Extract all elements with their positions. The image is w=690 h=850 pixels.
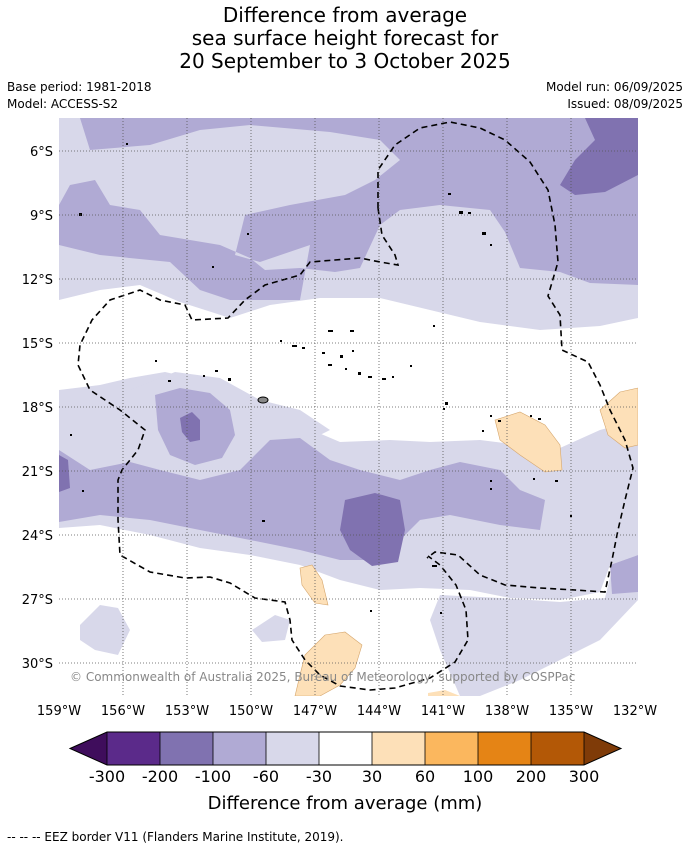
island-tahiti	[257, 396, 269, 404]
colorbar-bin-8	[478, 732, 531, 765]
meta-right: Model run: 06/09/2025 Issued: 08/09/2025	[546, 79, 683, 113]
colorbar-label-m100: -100	[195, 767, 231, 786]
latitude-labels: 6°S 9°S 12°S 15°S 18°S 21°S 24°S 27°S 30…	[22, 145, 53, 672]
lon-label-144w: 144°W	[357, 704, 401, 719]
lon-label-159w: 159°W	[37, 704, 81, 719]
model-name: Model: ACCESS-S2	[7, 97, 119, 111]
lon-label-138w: 138°W	[485, 704, 529, 719]
lon-label-153w: 153°W	[165, 704, 209, 719]
colorbar-label-100: 100	[463, 767, 494, 786]
colorbar-bin-7	[425, 732, 478, 765]
lat-label-21s: 21°S	[22, 465, 53, 480]
lat-label-18s: 18°S	[22, 401, 53, 416]
colorbar-bin-5	[319, 732, 372, 765]
colorbar-label-30: 30	[362, 767, 382, 786]
lat-label-12s: 12°S	[22, 273, 53, 288]
lon-label-141w: 141°W	[421, 704, 465, 719]
colorbar-dividers	[106, 732, 585, 765]
lon-label-150w: 150°W	[229, 704, 273, 719]
anomaly-medium-se	[610, 555, 638, 594]
lon-label-147w: 147°W	[293, 704, 337, 719]
colorbar-label-m300: -300	[89, 767, 125, 786]
base-period: Base period: 1981-2018	[7, 80, 152, 94]
anomaly-neutral-band	[59, 285, 638, 448]
colorbar-title: Difference from average (mm)	[208, 793, 483, 814]
anomaly-positive-3	[299, 564, 329, 606]
model-run: Model run: 06/09/2025	[545, 80, 683, 94]
colorbar-cap-low	[70, 732, 107, 765]
anomaly-medium-north	[59, 118, 638, 300]
anomaly-dark-northeast	[560, 118, 638, 195]
colorbar-label-60: 60	[415, 767, 435, 786]
anomaly-light-sw	[80, 605, 130, 655]
longitude-labels: 159°W 156°W 153°W 150°W 147°W 144°W 141°…	[37, 704, 657, 719]
anomaly-positive-2	[599, 387, 638, 449]
island-markers	[70, 143, 572, 614]
colorbar-bin-4	[266, 732, 319, 765]
anomaly-dark-west	[59, 455, 70, 492]
colorbar-bin-2	[160, 732, 213, 765]
colorbar-label-m60: -60	[253, 767, 279, 786]
colorbar-label-300: 300	[569, 767, 600, 786]
anomaly-dark-south	[340, 493, 405, 566]
anomaly-medium-south	[59, 438, 545, 560]
lat-label-24s: 24°S	[22, 529, 53, 544]
title-line-2: sea surface height forecast for	[191, 26, 499, 50]
lat-label-30s: 30°S	[22, 657, 53, 672]
colorbar: -300 -200 -100 -60 -30 30 60 100 200 300…	[68, 731, 623, 814]
lon-label-135w: 135°W	[549, 704, 593, 719]
colorbar-bin-6	[372, 732, 425, 765]
gridlines	[59, 118, 638, 696]
colorbar-label-m200: -200	[142, 767, 178, 786]
meta-left: Base period: 1981-2018 Model: ACCESS-S2	[7, 79, 152, 113]
chart-title: Difference from average sea surface heig…	[0, 4, 690, 73]
anomaly-positive-4	[294, 631, 363, 696]
colorbar-bin-1	[107, 732, 160, 765]
colorbar-label-m30: -30	[306, 767, 332, 786]
anomaly-light-se	[430, 560, 638, 696]
eez-borders	[77, 121, 634, 691]
lon-label-132w: 132°W	[613, 704, 657, 719]
title-line-3: 20 September to 3 October 2025	[179, 49, 511, 73]
lat-label-15s: 15°S	[22, 337, 53, 352]
lat-label-6s: 6°S	[30, 145, 53, 160]
title-line-1: Difference from average	[222, 3, 468, 27]
anomaly-dark-blob	[180, 412, 200, 442]
colorbar-bin-9	[531, 732, 584, 765]
lon-label-156w: 156°W	[101, 704, 145, 719]
colorbar-cap-high	[584, 732, 621, 765]
eez-legend-footer: -- -- -- EEZ border V11 (Flanders Marine…	[7, 830, 344, 844]
lat-label-9s: 9°S	[30, 209, 53, 224]
anomaly-positive-5	[428, 690, 460, 696]
sea-level-anomaly-field	[59, 118, 638, 696]
anomaly-light-small	[252, 615, 290, 642]
copyright-text: © Commonwealth of Australia 2025, Bureau…	[70, 670, 575, 684]
colorbar-label-200: 200	[516, 767, 547, 786]
lat-label-27s: 27°S	[22, 593, 53, 608]
issued-date: Issued: 08/09/2025	[567, 97, 683, 111]
colorbar-bin-3	[213, 732, 266, 765]
